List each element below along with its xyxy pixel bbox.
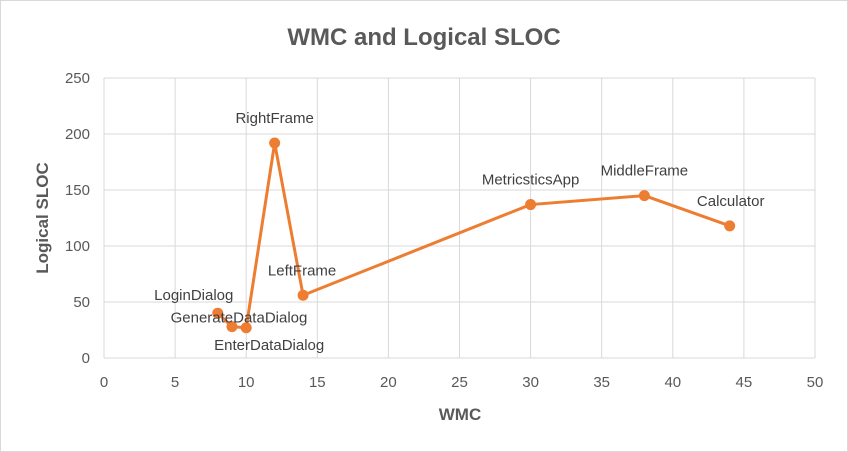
x-tick-label-5: 25	[451, 374, 468, 391]
data-label-3: RightFrame	[235, 110, 313, 127]
data-label-6: MiddleFrame	[601, 163, 689, 180]
data-point-0	[212, 307, 224, 319]
y-tick-label-5: 250	[65, 70, 90, 87]
data-point-7	[724, 220, 736, 232]
series-group	[212, 137, 736, 334]
x-tick-label-3: 15	[309, 374, 326, 391]
data-point-6	[638, 190, 650, 202]
data-label-5: MetricsticsApp	[482, 172, 580, 189]
data-point-1	[226, 321, 238, 333]
x-tick-label-8: 40	[664, 374, 681, 391]
x-tick-label-4: 20	[380, 374, 397, 391]
data-point-3	[269, 137, 281, 149]
y-tick-label-4: 200	[65, 126, 90, 143]
y-tick-label-1: 50	[73, 294, 90, 311]
data-point-4	[297, 289, 309, 301]
gridlines	[103, 77, 816, 359]
data-label-2: EnterDataDialog	[214, 337, 324, 354]
data-point-2	[240, 322, 252, 334]
x-axis-ticks: 0 5 10 15 20 25 30 35 40 45 50	[100, 374, 824, 391]
chart-title: WMC and Logical SLOC	[287, 24, 560, 51]
x-tick-label-6: 30	[522, 374, 539, 391]
data-label-4: LeftFrame	[268, 262, 336, 279]
x-tick-label-7: 35	[593, 374, 610, 391]
x-tick-label-2: 10	[238, 374, 255, 391]
x-tick-label-10: 50	[807, 374, 824, 391]
x-axis-title: WMC	[439, 405, 481, 424]
x-tick-label-1: 5	[171, 374, 179, 391]
y-axis-ticks: 0 50 100 150 200 250	[65, 70, 90, 367]
x-tick-label-9: 45	[736, 374, 753, 391]
y-axis-title: Logical SLOC	[33, 162, 52, 273]
data-labels: LoginDialog GenerateDataDialog EnterDataDi…	[154, 110, 764, 354]
data-label-1: GenerateDataDialog	[171, 310, 308, 327]
x-tick-label-0: 0	[100, 374, 108, 391]
data-point-5	[525, 199, 537, 211]
y-tick-label-3: 150	[65, 182, 90, 199]
y-tick-label-0: 0	[82, 350, 90, 367]
y-tick-label-2: 100	[65, 238, 90, 255]
data-label-7: Calculator	[697, 193, 765, 210]
data-label-0: LoginDialog	[154, 287, 233, 304]
